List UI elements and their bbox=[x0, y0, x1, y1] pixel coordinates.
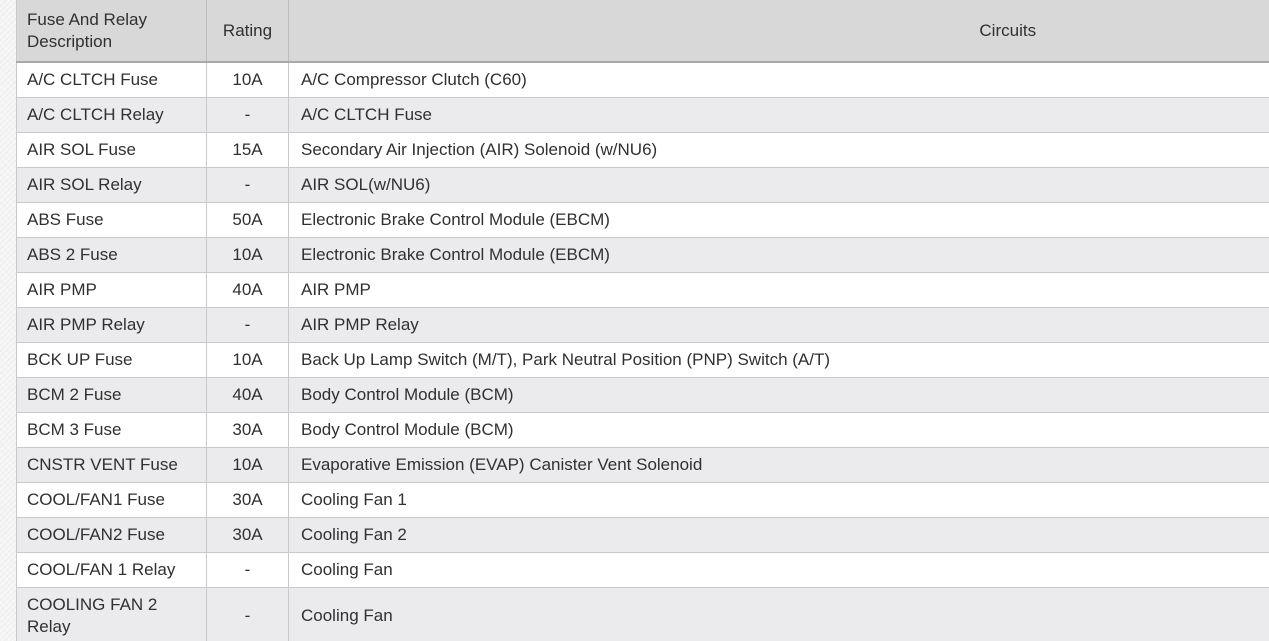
table-row: ABS 2 Fuse 10A Electronic Brake Control … bbox=[16, 237, 1269, 273]
rating-cell: 10A bbox=[206, 237, 289, 273]
rating-cell: 30A bbox=[206, 412, 289, 448]
fuse-description-cell: A/C CLTCH Fuse bbox=[16, 62, 207, 98]
circuits-cell: AIR PMP Relay bbox=[288, 307, 1269, 343]
table-row: BCM 3 Fuse 30A Body Control Module (BCM) bbox=[16, 412, 1269, 448]
rating-cell: 50A bbox=[206, 202, 289, 238]
table-row: COOL/FAN 1 Relay - Cooling Fan bbox=[16, 552, 1269, 588]
circuits-cell: Cooling Fan bbox=[288, 587, 1269, 641]
fuse-description-cell: AIR SOL Relay bbox=[16, 167, 207, 203]
circuits-cell: Back Up Lamp Switch (M/T), Park Neutral … bbox=[288, 342, 1269, 378]
circuits-cell: Electronic Brake Control Module (EBCM) bbox=[288, 202, 1269, 238]
table-row: BCM 2 Fuse 40A Body Control Module (BCM) bbox=[16, 377, 1269, 413]
table-row: AIR PMP Relay - AIR PMP Relay bbox=[16, 307, 1269, 343]
circuits-cell: Cooling Fan bbox=[288, 552, 1269, 588]
rating-cell: - bbox=[206, 552, 289, 588]
circuits-cell: Cooling Fan 2 bbox=[288, 517, 1269, 553]
fuse-description-cell: AIR SOL Fuse bbox=[16, 132, 207, 168]
page-edge-pattern bbox=[0, 0, 16, 641]
circuits-cell: Body Control Module (BCM) bbox=[288, 412, 1269, 448]
fuse-description-cell: BCM 3 Fuse bbox=[16, 412, 207, 448]
fuse-description-cell: BCK UP Fuse bbox=[16, 342, 207, 378]
rating-cell: 40A bbox=[206, 377, 289, 413]
fuse-description-cell: COOLING FAN 2 Relay bbox=[16, 587, 207, 641]
rating-cell: 30A bbox=[206, 482, 289, 518]
fuse-description-cell: CNSTR VENT Fuse bbox=[16, 447, 207, 483]
header-cell-circuits: Circuits bbox=[288, 0, 1269, 63]
header-cell-description: Fuse And Relay Description bbox=[16, 0, 207, 63]
header-cell-rating: Rating bbox=[206, 0, 289, 63]
circuits-cell: A/C CLTCH Fuse bbox=[288, 97, 1269, 133]
fuse-description-cell: ABS 2 Fuse bbox=[16, 237, 207, 273]
fuse-description-cell: A/C CLTCH Relay bbox=[16, 97, 207, 133]
fuse-description-cell: COOL/FAN2 Fuse bbox=[16, 517, 207, 553]
circuits-cell: Evaporative Emission (EVAP) Canister Ven… bbox=[288, 447, 1269, 483]
fuse-description-cell: AIR PMP Relay bbox=[16, 307, 207, 343]
rating-cell: 40A bbox=[206, 272, 289, 308]
table-row: A/C CLTCH Relay - A/C CLTCH Fuse bbox=[16, 97, 1269, 133]
table-row: AIR SOL Fuse 15A Secondary Air Injection… bbox=[16, 132, 1269, 168]
circuits-cell: A/C Compressor Clutch (C60) bbox=[288, 62, 1269, 98]
fuse-description-cell: COOL/FAN 1 Relay bbox=[16, 552, 207, 588]
table-row: AIR PMP 40A AIR PMP bbox=[16, 272, 1269, 308]
table-row: AIR SOL Relay - AIR SOL(w/NU6) bbox=[16, 167, 1269, 203]
circuits-cell: Body Control Module (BCM) bbox=[288, 377, 1269, 413]
fuse-description-cell: ABS Fuse bbox=[16, 202, 207, 238]
fuse-description-cell: AIR PMP bbox=[16, 272, 207, 308]
table-row: A/C CLTCH Fuse 10A A/C Compressor Clutch… bbox=[16, 62, 1269, 98]
table-row: BCK UP Fuse 10A Back Up Lamp Switch (M/T… bbox=[16, 342, 1269, 378]
circuits-cell: Secondary Air Injection (AIR) Solenoid (… bbox=[288, 132, 1269, 168]
header-row: Fuse And Relay Description Rating Circui… bbox=[16, 0, 1269, 63]
table-header: Fuse And Relay Description Rating Circui… bbox=[16, 0, 1269, 63]
table-row: COOL/FAN1 Fuse 30A Cooling Fan 1 bbox=[16, 482, 1269, 518]
rating-cell: 15A bbox=[206, 132, 289, 168]
table-row: COOLING FAN 2 Relay - Cooling Fan bbox=[16, 587, 1269, 641]
table-row: COOL/FAN2 Fuse 30A Cooling Fan 2 bbox=[16, 517, 1269, 553]
rating-cell: - bbox=[206, 97, 289, 133]
fuse-relay-table: Fuse And Relay Description Rating Circui… bbox=[16, 0, 1269, 641]
rating-cell: 30A bbox=[206, 517, 289, 553]
circuits-cell: AIR PMP bbox=[288, 272, 1269, 308]
rating-cell: 10A bbox=[206, 62, 289, 98]
rating-cell: 10A bbox=[206, 342, 289, 378]
rating-cell: 10A bbox=[206, 447, 289, 483]
circuits-cell: AIR SOL(w/NU6) bbox=[288, 167, 1269, 203]
rating-cell: - bbox=[206, 307, 289, 343]
table-body: A/C CLTCH Fuse 10A A/C Compressor Clutch… bbox=[16, 62, 1269, 641]
rating-cell: - bbox=[206, 167, 289, 203]
circuits-cell: Cooling Fan 1 bbox=[288, 482, 1269, 518]
rating-cell: - bbox=[206, 587, 289, 641]
table-row: CNSTR VENT Fuse 10A Evaporative Emission… bbox=[16, 447, 1269, 483]
fuse-description-cell: BCM 2 Fuse bbox=[16, 377, 207, 413]
circuits-cell: Electronic Brake Control Module (EBCM) bbox=[288, 237, 1269, 273]
fuse-description-cell: COOL/FAN1 Fuse bbox=[16, 482, 207, 518]
table-row: ABS Fuse 50A Electronic Brake Control Mo… bbox=[16, 202, 1269, 238]
